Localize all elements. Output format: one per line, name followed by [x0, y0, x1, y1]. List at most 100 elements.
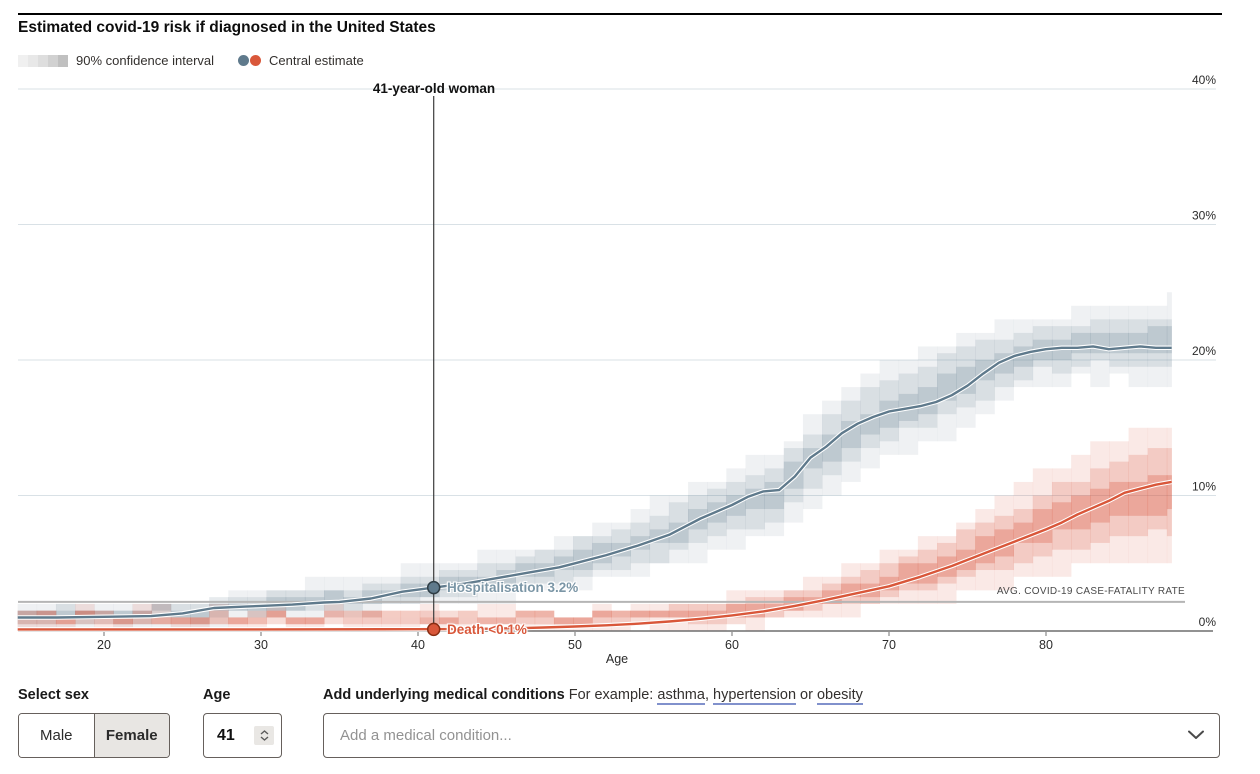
ci-band-cell [1166, 427, 1172, 564]
ci-band-cell [592, 522, 612, 577]
ci-band-cell [515, 549, 536, 591]
ci-band-cell [534, 610, 555, 618]
ci-band-cell [496, 603, 516, 618]
ci-band-cell [515, 556, 536, 584]
ci-band-cell [36, 610, 57, 618]
x-axis-tick-label: 70 [882, 638, 896, 652]
y-axis-tick-label: 10% [1192, 480, 1216, 494]
ci-band-cell [822, 400, 842, 496]
ci-band-cell [304, 617, 325, 625]
ci-band-cell [1032, 319, 1053, 388]
ci-band-cell [1166, 475, 1172, 510]
ci-band-cell [362, 610, 382, 625]
ci-band-cell [1147, 319, 1168, 367]
ci-band-cell [841, 563, 861, 618]
ci-band-cell [1071, 332, 1091, 354]
y-axis-tick-label: 0% [1199, 615, 1217, 629]
ci-band-cell [707, 481, 727, 550]
ci-band-cell [553, 617, 574, 625]
ci-band-cell [496, 617, 516, 625]
age-stepper[interactable] [254, 726, 274, 745]
ci-band-cell [75, 603, 95, 618]
ci-band-cell [190, 610, 210, 618]
ci-band-cell [917, 346, 938, 442]
ci-band-cell [477, 603, 497, 618]
conditions-header: Add underlying medical conditions For ex… [323, 687, 863, 705]
stepper-up-icon[interactable] [260, 730, 269, 735]
ci-band-cell [956, 522, 976, 591]
ci-band-cell [94, 603, 114, 618]
ci-band-cell [477, 563, 497, 591]
ci-band-cell [917, 536, 938, 604]
female-button[interactable]: Female [93, 714, 169, 757]
example-link-obesity[interactable]: obesity [816, 687, 863, 705]
ci-band-cell [304, 617, 325, 625]
avg-case-fatality-label: AVG. COVID-19 CASE-FATALITY RATE [996, 586, 1185, 597]
ci-band-cell [1109, 305, 1129, 374]
ci-band-cell [994, 515, 1014, 571]
death-value-label: Death <0.1% [447, 622, 527, 637]
ci-band-cell [170, 617, 191, 625]
ci-band-cell [439, 610, 459, 625]
ci-band-cell [1128, 454, 1149, 537]
medical-condition-input[interactable] [323, 713, 1220, 758]
ci-band-cell [1071, 454, 1091, 564]
ci-band-cell [1109, 481, 1129, 516]
ci-band-cell [515, 610, 536, 625]
ci-band-cell [956, 529, 976, 577]
ci-band-cell [477, 617, 497, 625]
central-line [17, 480, 1172, 631]
ci-band-cell [649, 610, 670, 618]
ci-band-cell [1128, 332, 1149, 354]
ci-band-cell [458, 617, 478, 625]
ci-band-cell [266, 610, 287, 625]
ci-band-cell [898, 549, 919, 604]
ci-band-cell [113, 617, 133, 625]
ci-band-cell [94, 617, 114, 625]
ci-band-cell [592, 610, 612, 618]
ci-band-cell [917, 366, 938, 428]
y-axis-tick-label: 40% [1192, 73, 1216, 87]
ci-band-cell [1128, 319, 1149, 367]
ci-band-cell [400, 563, 421, 604]
risk-chart: 0% 10% 20% 30% 40% 20 30 40 50 60 70 80 Age [17, 73, 1217, 666]
sex-segmented-control: Male Female [18, 713, 170, 758]
age-input[interactable]: 41 [203, 713, 282, 758]
ci-band-cell [228, 590, 248, 618]
central-line [17, 345, 1172, 619]
ci-band-cell [1109, 461, 1129, 537]
ci-band-cell [419, 617, 440, 625]
ci-band-cell [553, 617, 574, 625]
example-link-asthma[interactable]: asthma [657, 687, 705, 705]
ci-band-cell [630, 603, 651, 618]
ci-band-cell [1032, 326, 1053, 367]
x-axis-tick-label: 20 [97, 638, 111, 652]
ci-band-cell [400, 610, 421, 618]
ci-band-cell [822, 434, 842, 462]
ci-band-cell [190, 617, 210, 625]
ci-band-cell [304, 597, 325, 604]
ci-band-cell [841, 400, 861, 462]
ci-band-cell [209, 610, 229, 618]
ci-band-cell [745, 475, 765, 530]
ci-band-cell [975, 522, 995, 571]
ci-band-cell [994, 339, 1014, 388]
age-value[interactable]: 41 [217, 726, 235, 744]
ci-band-cell [668, 502, 689, 550]
ci-band-cell [285, 617, 306, 625]
example-link-hypertension[interactable]: hypertension [713, 687, 797, 705]
ci-band-cell [17, 617, 38, 625]
male-button[interactable]: Male [19, 714, 94, 757]
ci-band-cell [75, 610, 95, 618]
ci-band-cell [247, 617, 267, 625]
ci-band-cell [477, 549, 497, 604]
ci-band-cell [55, 610, 76, 618]
ci-band-cell [630, 610, 651, 625]
ci-band-cell [802, 414, 823, 510]
example-prefix: For example: [568, 687, 654, 703]
ci-band-cell [898, 373, 919, 428]
ci-band-cell [649, 495, 670, 564]
stepper-down-icon[interactable] [260, 736, 269, 741]
ci-band-cell [783, 441, 804, 523]
ci-band-cell [1166, 292, 1172, 388]
